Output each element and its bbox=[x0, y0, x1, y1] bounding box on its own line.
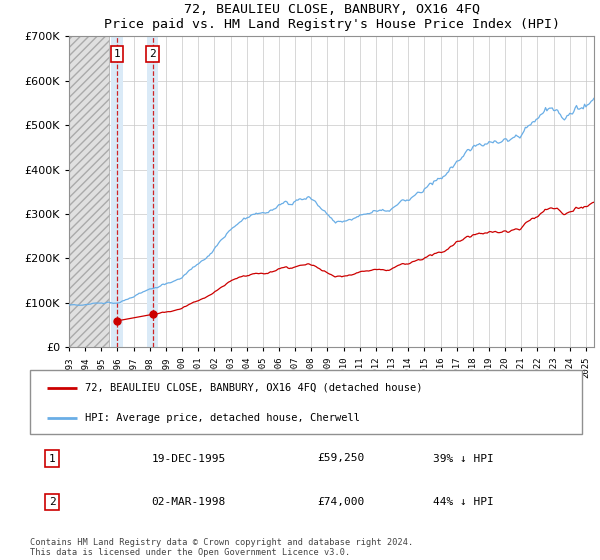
Text: 72, BEAULIEU CLOSE, BANBURY, OX16 4FQ (detached house): 72, BEAULIEU CLOSE, BANBURY, OX16 4FQ (d… bbox=[85, 382, 422, 393]
Text: £59,250: £59,250 bbox=[317, 454, 364, 464]
Text: 1: 1 bbox=[49, 454, 55, 464]
Text: 2: 2 bbox=[149, 49, 156, 59]
Bar bbox=[112, 36, 122, 347]
Text: £74,000: £74,000 bbox=[317, 497, 364, 507]
Text: 39% ↓ HPI: 39% ↓ HPI bbox=[433, 454, 494, 464]
Title: 72, BEAULIEU CLOSE, BANBURY, OX16 4FQ
Price paid vs. HM Land Registry's House Pr: 72, BEAULIEU CLOSE, BANBURY, OX16 4FQ Pr… bbox=[104, 3, 560, 31]
Bar bbox=[147, 36, 158, 347]
FancyBboxPatch shape bbox=[30, 370, 582, 434]
Bar bbox=[69, 36, 109, 347]
Text: HPI: Average price, detached house, Cherwell: HPI: Average price, detached house, Cher… bbox=[85, 413, 360, 423]
Text: 2: 2 bbox=[49, 497, 55, 507]
Text: 44% ↓ HPI: 44% ↓ HPI bbox=[433, 497, 494, 507]
Text: 02-MAR-1998: 02-MAR-1998 bbox=[151, 497, 226, 507]
Text: 1: 1 bbox=[113, 49, 121, 59]
Text: Contains HM Land Registry data © Crown copyright and database right 2024.
This d: Contains HM Land Registry data © Crown c… bbox=[30, 538, 413, 557]
Text: 19-DEC-1995: 19-DEC-1995 bbox=[151, 454, 226, 464]
